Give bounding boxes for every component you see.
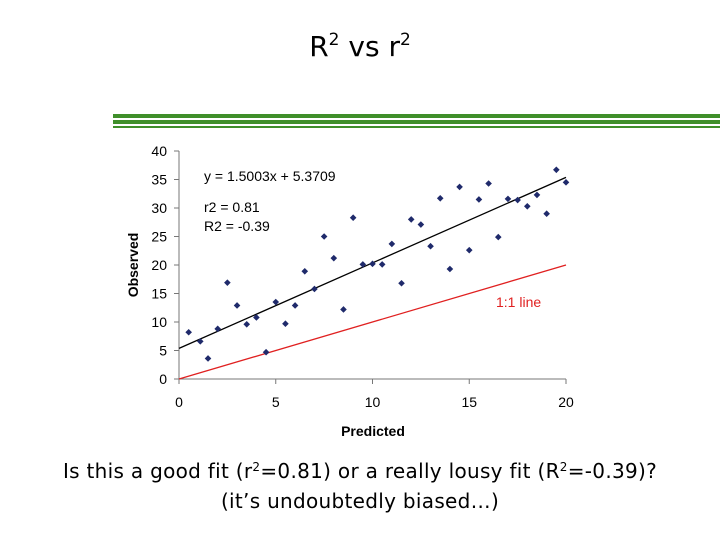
caption-line-1: Is this a good fit (r2=0.81) or a really…	[0, 459, 720, 483]
data-point	[465, 246, 473, 254]
data-point	[524, 202, 531, 210]
x-tick-label: 10	[365, 394, 381, 410]
data-point	[436, 195, 444, 202]
y-tick-label: 35	[151, 172, 167, 188]
divider-rule-middle	[113, 120, 720, 124]
data-point	[446, 265, 454, 273]
x-axis-title: Predicted	[341, 423, 405, 439]
y-tick-label: 10	[151, 314, 167, 330]
y-tick-label: 20	[151, 257, 167, 273]
caption-part-b: =0.81) or a really lousy fit (R	[260, 459, 560, 483]
y-tick-label: 25	[151, 229, 167, 245]
data-point	[349, 214, 357, 221]
data-point	[417, 221, 425, 228]
chart-labels: y = 1.5003x + 5.3709 r2 = 0.81 R2 = -0.3…	[125, 168, 541, 439]
data-point	[456, 183, 463, 191]
regression-equation-label: y = 1.5003x + 5.3709	[204, 168, 336, 184]
x-tick-label: 20	[558, 394, 574, 410]
data-point	[291, 302, 299, 309]
x-tick-label: 5	[272, 394, 280, 410]
data-point	[378, 261, 386, 268]
data-point	[214, 325, 221, 333]
data-point	[330, 254, 338, 262]
title-r-upper: R	[309, 30, 329, 63]
y-tick-label: 15	[151, 286, 167, 302]
data-point	[185, 328, 192, 336]
data-point	[388, 240, 396, 248]
data-point	[562, 179, 570, 186]
big-r2-annotation: R2 = -0.39	[204, 218, 270, 234]
caption-part-a: Is this a good fit (r	[62, 459, 253, 483]
data-point	[311, 285, 318, 293]
data-point	[359, 261, 367, 268]
divider-rule-top	[113, 114, 720, 118]
title-vs: vs	[348, 30, 380, 63]
data-point	[427, 242, 434, 250]
caption-superscript-a: 2	[252, 460, 261, 474]
data-point	[196, 338, 204, 345]
divider-rule-bottom	[113, 126, 720, 128]
data-point	[243, 320, 251, 328]
data-point	[485, 180, 492, 187]
data-point	[398, 279, 405, 287]
y-tick-label: 40	[151, 143, 167, 159]
data-point	[320, 233, 328, 240]
data-point	[282, 320, 289, 328]
data-point	[475, 196, 483, 203]
data-point	[514, 196, 521, 204]
y-tick-label: 0	[159, 371, 167, 387]
identity-line-label: 1:1 line	[496, 294, 541, 310]
slide-title: R2 vs r2	[0, 30, 720, 63]
title-superscript-2: 2	[399, 30, 411, 50]
data-point	[369, 260, 376, 268]
data-point	[253, 314, 260, 321]
y-tick-label: 30	[151, 200, 167, 216]
chart-axes: 0 5 10 15 20 0 5 10 15 20 25 30 35 40	[151, 143, 574, 410]
caption-part-c: =-0.39)?	[567, 459, 658, 483]
data-point	[504, 195, 512, 203]
r2-annotation: r2 = 0.81	[204, 199, 260, 215]
title-superscript-1: 2	[328, 30, 340, 50]
data-point	[233, 302, 241, 309]
identity-line	[178, 264, 567, 380]
data-point	[407, 216, 415, 223]
data-point	[272, 298, 280, 306]
data-point	[262, 348, 270, 356]
data-point	[204, 355, 212, 362]
data-point	[224, 279, 231, 286]
title-r-lower: r	[388, 30, 400, 63]
chart-points	[185, 166, 570, 362]
x-tick-label: 0	[175, 394, 183, 410]
y-tick-label: 5	[159, 343, 167, 359]
data-point	[533, 191, 541, 199]
caption-line-2: (it’s undoubtedly biased…)	[220, 489, 500, 513]
x-tick-label: 15	[461, 394, 477, 410]
caption-superscript-b: 2	[559, 460, 568, 474]
data-point	[494, 233, 502, 241]
data-point	[301, 267, 309, 275]
data-point	[543, 210, 550, 217]
y-axis-title: Observed	[125, 233, 141, 298]
data-point	[340, 306, 347, 313]
data-point	[553, 166, 560, 174]
